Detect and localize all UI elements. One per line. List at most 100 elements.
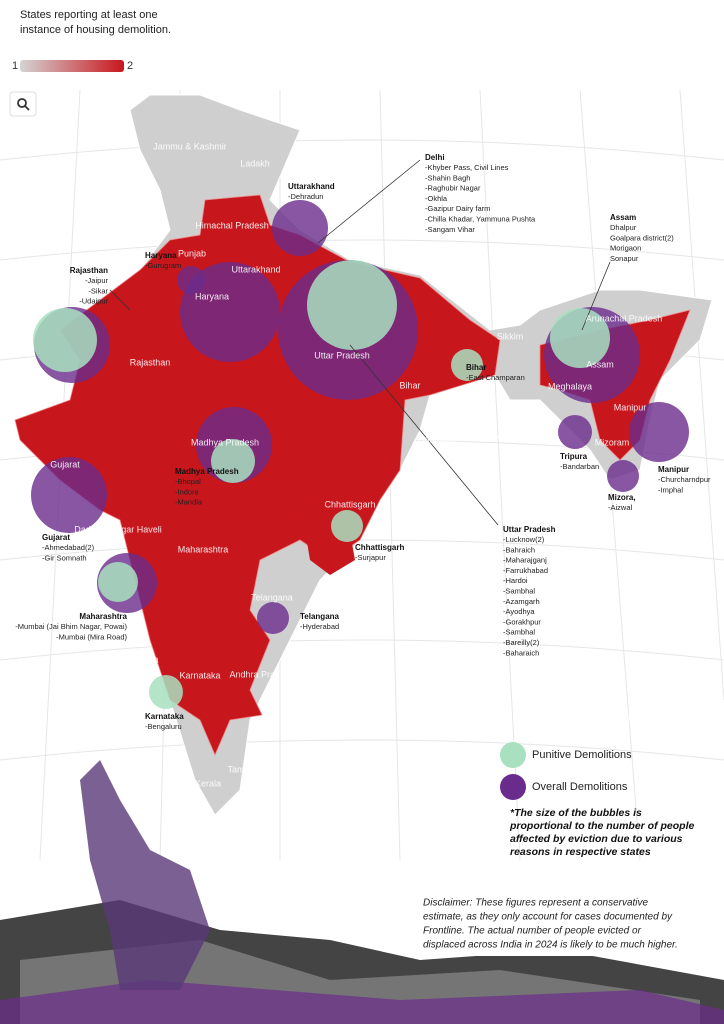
annotation-place: -Ahmedabad(2)	[42, 543, 95, 552]
bubble	[98, 562, 138, 602]
annotation-place: -Mandla	[175, 498, 203, 507]
annotation-state: Delhi	[425, 153, 445, 162]
annotation-place: -Aizwal	[608, 503, 633, 512]
state-label: Ladakh	[240, 158, 270, 168]
annotation-place: -Chilla Khadar, Yammuna Pushta	[425, 214, 536, 223]
annotation-place: -Bandarban	[560, 462, 599, 471]
leader-line	[581, 261, 611, 331]
annotation-state: Manipur	[658, 465, 689, 474]
state-label: Tamil Nadu	[227, 764, 272, 774]
state-label: Jammu & Kashmir	[153, 141, 227, 151]
annotation-state: Telangana	[300, 612, 340, 621]
annotation-place: -Gorakhpur	[503, 617, 541, 626]
state-label: Uttar Pradesh	[314, 350, 370, 360]
scale-max: 2	[127, 60, 133, 72]
disclaimer: displaced across India in 2024 is likely…	[423, 940, 678, 951]
annotation-place: -Surjapur	[355, 553, 386, 562]
annotation-state: Bihar	[466, 363, 486, 372]
annotation-state: Madhya Pradesh	[175, 467, 239, 476]
disclaimer: estimate, as they only account for cases…	[423, 912, 673, 923]
annotation-place: -Lucknow(2)	[503, 535, 545, 544]
state-label: Haryana	[195, 291, 229, 301]
bubble	[211, 439, 255, 483]
state-label: Mizoram	[595, 437, 630, 447]
note: affected by eviction due to various	[510, 833, 683, 845]
state-label: Bihar	[399, 380, 420, 390]
annotation-place: Goalpara district(2)	[610, 233, 674, 242]
state-label: Assam	[586, 359, 614, 369]
note: reasons in respective states	[510, 846, 651, 858]
annotation-place: Morigaon	[610, 244, 641, 253]
search-button[interactable]	[9, 91, 37, 117]
annotation-place: Dhalpur	[610, 223, 637, 232]
state-label: Uttarakhand	[231, 264, 280, 274]
note: *The size of the bubbles is	[510, 807, 642, 819]
legend-label: Overall Demolitions	[532, 781, 628, 793]
state-label: Telangana	[251, 592, 293, 602]
annotation-state: Maharashtra	[79, 612, 127, 621]
annotation-state: Tripura	[560, 452, 588, 461]
state-label: Sikkim	[497, 331, 524, 341]
annotation-place: -East Champaran	[466, 373, 525, 382]
scale-min: 1	[12, 60, 18, 72]
state-label: Manipur	[614, 402, 647, 412]
annotation-state: Mizora,	[608, 493, 636, 502]
leader-line	[317, 159, 421, 244]
annotation-place: -Imphal	[658, 485, 683, 494]
annotation-place: -Okhla	[425, 194, 448, 203]
bubble	[33, 308, 97, 372]
annotation-place: -Gurugram	[145, 261, 181, 270]
bubble	[257, 602, 289, 634]
bubble	[558, 415, 592, 449]
annotation-place: -Bareilly(2)	[503, 638, 540, 647]
state-label: Goa	[141, 654, 158, 664]
annotation-place: -Ayodhya	[503, 607, 535, 616]
annotation-place: -Sikar	[88, 286, 108, 295]
annotation-place: -Gazipur Dairy farm	[425, 204, 490, 213]
bubble	[629, 402, 689, 462]
disclaimer: Disclaimer: These figures represent a co…	[423, 898, 649, 909]
annotation-place: -Farrukhabad	[503, 566, 548, 575]
state-label: Karnataka	[179, 670, 220, 680]
annotation-place: -Bengaluru	[145, 722, 182, 731]
state-label: Andaman & Nicobar Islands	[574, 712, 686, 722]
bubble	[180, 262, 280, 362]
disclaimer-bg	[416, 890, 724, 956]
leader-line	[109, 289, 131, 311]
state-label: West Bengal	[469, 431, 520, 441]
legend-bubble	[500, 774, 526, 800]
annotation-place: -Shahin Bagh	[425, 173, 470, 182]
state-label: Andhra Pradesh	[229, 669, 294, 679]
leader-line	[349, 344, 499, 526]
annotation-state: Uttarakhand	[288, 182, 335, 191]
annotation-state: Chhattisgarh	[355, 543, 404, 552]
annotation-place: -Hyderabad	[300, 622, 339, 631]
annotation-place: -Sambhal	[503, 628, 535, 637]
legend-bubble	[500, 742, 526, 768]
color-scale	[20, 60, 124, 72]
statue-debris	[0, 760, 724, 1024]
annotation-state: Uttar Pradesh	[503, 525, 556, 534]
state-label: Punjab	[178, 248, 206, 258]
legend-title: States reporting at least one	[20, 9, 158, 21]
state-label: Odisha	[396, 516, 425, 526]
annotation-place: -Jaipur	[85, 276, 108, 285]
annotation-state: Assam	[610, 213, 636, 222]
state-label: Rajasthan	[130, 357, 171, 367]
bubble	[451, 349, 483, 381]
state-label: Jharkhand	[415, 434, 457, 444]
annotation-place: -Hardoi	[503, 576, 528, 585]
annotation-place: -Indore	[175, 487, 199, 496]
annotation-state: Karnataka	[145, 712, 184, 721]
annotation-place: Sonapur	[610, 254, 639, 263]
annotation-state: Rajasthan	[70, 266, 108, 275]
annotation-place: -Bhopal	[175, 477, 201, 486]
annotation-place: -Udaipur	[79, 297, 108, 306]
bubble	[607, 460, 639, 492]
state-label: Madhya Pradesh	[191, 437, 259, 447]
annotation-place: -Baharaich	[503, 648, 539, 657]
annotation-place: -Mumbai (Mira Road)	[56, 632, 127, 641]
state-label: Himachal Pradesh	[195, 220, 269, 230]
bubble	[149, 675, 183, 709]
